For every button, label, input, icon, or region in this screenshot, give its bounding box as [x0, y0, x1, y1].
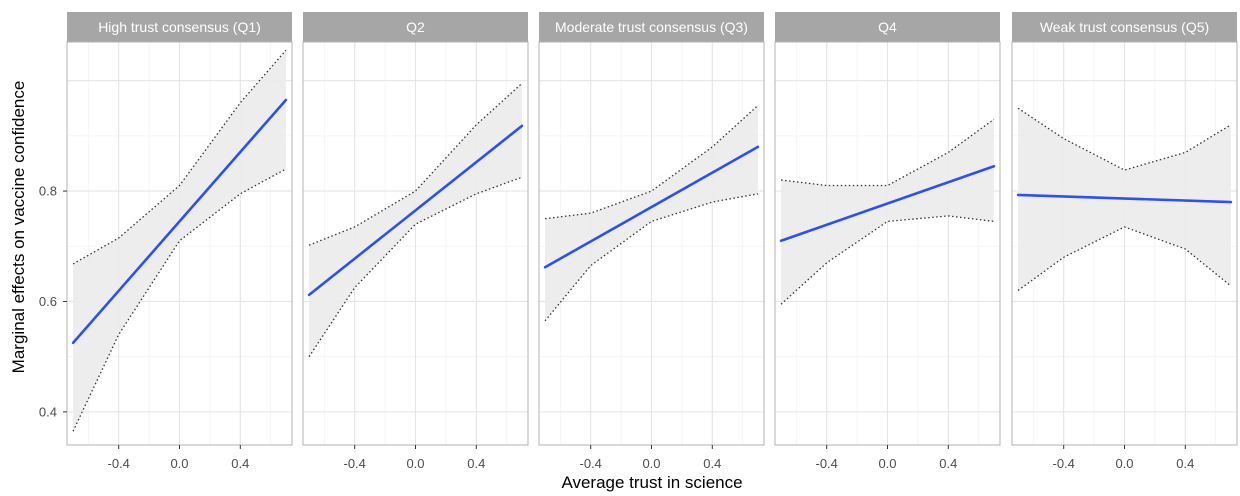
y-axis-title: Marginal effects on vaccine confidence — [9, 81, 28, 374]
panels: 0.4 0.6 0.8 High trust consensus (Q1) -0.4 0.… — [39, 12, 1238, 471]
x-tick-label: -0.4 — [1052, 456, 1074, 471]
lower-bound-line — [72, 168, 287, 432]
facet-title: Moderate trust consensus (Q3) — [555, 19, 748, 35]
x-tick-label: -0.4 — [343, 456, 365, 471]
y-tick-label: 0.6 — [39, 294, 57, 309]
facet-strip — [1012, 12, 1237, 42]
facet-strip — [775, 12, 1000, 42]
facet-panel: Moderate trust consensus (Q3) -0.4 0.0 0.4 — [538, 12, 765, 471]
x-tick-label: 0.4 — [1176, 456, 1194, 471]
x-tick-label: 0.0 — [642, 456, 660, 471]
facet-panel: Q4 -0.4 0.0 0.4 — [774, 12, 1001, 471]
facet-strip — [539, 12, 764, 42]
x-tick-label: 0.4 — [939, 456, 957, 471]
x-tick-label: 0.0 — [878, 456, 896, 471]
fitted-line — [307, 124, 524, 297]
fitted-line — [71, 98, 288, 345]
confidence-ribbon — [73, 50, 286, 432]
facet-title: Q2 — [406, 19, 425, 35]
facet-title: Q4 — [878, 19, 897, 35]
y-tick-label: 0.8 — [39, 184, 57, 199]
x-tick-label: 0.0 — [1115, 456, 1133, 471]
facet-panel: Q2 -0.4 0.0 0.4 — [302, 12, 529, 471]
x-tick-label: -0.4 — [107, 456, 129, 471]
upper-bound-line — [308, 82, 523, 246]
x-tick-label: 0.4 — [231, 456, 249, 471]
x-tick-label: 0.0 — [170, 456, 188, 471]
x-tick-label: 0.4 — [703, 456, 721, 471]
upper-bound-line — [72, 49, 287, 265]
lower-bound-line — [780, 215, 994, 305]
y-tick-label: 0.4 — [39, 404, 57, 419]
fitted-line — [779, 164, 996, 243]
upper-bound-line — [1017, 107, 1232, 171]
facet-title: High trust consensus (Q1) — [98, 19, 261, 35]
facet-panel: High trust consensus (Q1) -0.4 0.0 0.4 — [66, 12, 293, 471]
lower-bound-line — [1017, 226, 1232, 291]
x-tick-label: 0.0 — [406, 456, 424, 471]
confidence-ribbon — [781, 119, 994, 305]
x-axis-title: Average trust in science — [561, 473, 742, 492]
fitted-line — [1016, 193, 1233, 204]
x-tick-label: 0.4 — [467, 456, 485, 471]
facet-title: Weak trust consensus (Q5) — [1040, 19, 1209, 35]
facet-panel: Weak trust consensus (Q5) -0.4 0.0 0.4 — [1011, 12, 1238, 471]
facet-strip — [303, 12, 528, 42]
x-tick-label: -0.4 — [579, 456, 601, 471]
facet-strip — [67, 12, 292, 42]
confidence-ribbon — [545, 105, 758, 321]
confidence-ribbon — [309, 83, 522, 357]
x-tick-label: -0.4 — [815, 456, 837, 471]
fitted-line — [543, 145, 760, 269]
